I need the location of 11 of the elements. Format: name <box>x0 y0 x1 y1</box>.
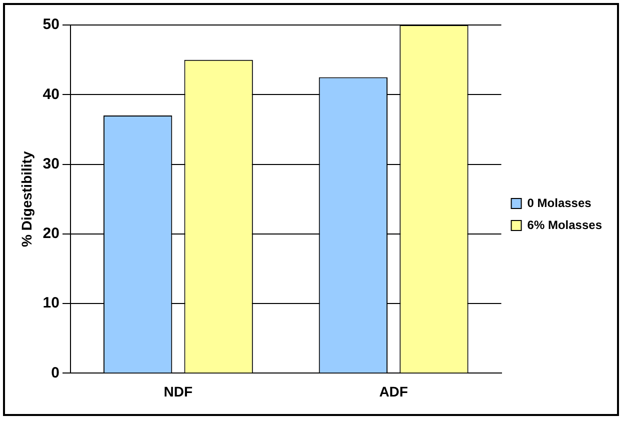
y-tick-label: 0 <box>51 364 60 382</box>
x-tick-label: NDF <box>164 383 194 400</box>
y-tick-label: 20 <box>42 225 60 242</box>
y-tick-label: 40 <box>42 86 60 103</box>
x-tick-label: ADF <box>379 383 408 400</box>
legend-label: 0 Molasses <box>527 196 592 210</box>
y-tick-label: 30 <box>42 155 60 172</box>
y-tick-label: 10 <box>42 294 60 312</box>
y-axis-title: % Digestibility <box>18 151 34 247</box>
y-tick-label: 50 <box>42 16 60 34</box>
legend-label: 6% Molasses <box>527 218 602 232</box>
